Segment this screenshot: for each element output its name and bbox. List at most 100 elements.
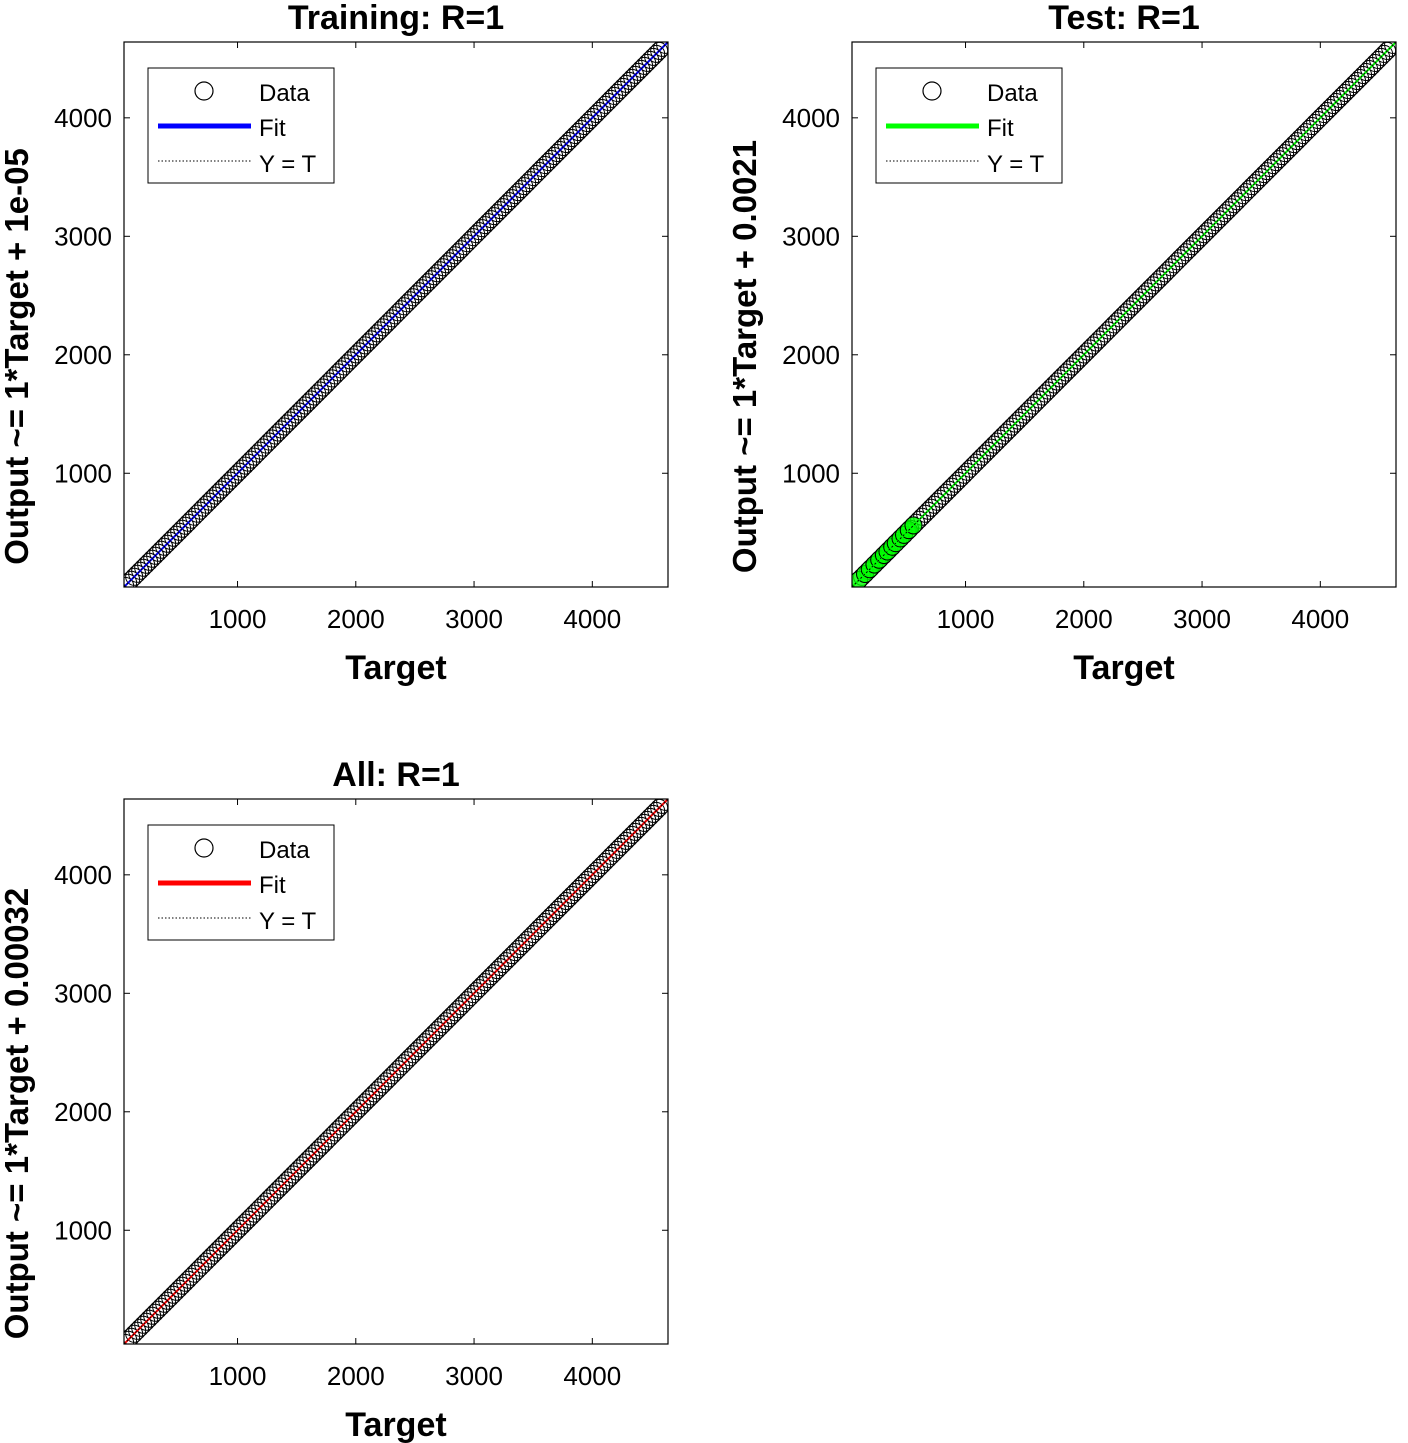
data-point bbox=[290, 1159, 309, 1178]
data-point bbox=[281, 411, 300, 430]
axes-box bbox=[123, 41, 669, 588]
data-point bbox=[1189, 231, 1208, 250]
data-point bbox=[140, 552, 159, 571]
data-point bbox=[1381, 42, 1396, 57]
data-point bbox=[428, 264, 447, 283]
data-point bbox=[431, 1018, 450, 1037]
data-point bbox=[215, 1234, 234, 1253]
data-point bbox=[1186, 234, 1205, 253]
data-point bbox=[500, 192, 519, 211]
data-point bbox=[413, 1036, 432, 1055]
y-axis-label: Output ~= 1*Target + 0.0021 bbox=[726, 140, 763, 573]
data-point bbox=[419, 273, 438, 292]
data-point bbox=[290, 402, 309, 421]
data-point bbox=[1009, 411, 1028, 430]
data-point bbox=[1120, 300, 1139, 319]
data-point bbox=[124, 1330, 138, 1344]
data-point bbox=[380, 312, 399, 331]
data-point bbox=[1333, 87, 1352, 105]
data-point bbox=[560, 889, 579, 907]
legend-marker-data bbox=[922, 81, 942, 101]
data-point bbox=[647, 801, 666, 820]
y-tick-label: 1000 bbox=[782, 458, 840, 488]
legend-label-identity: Y = T bbox=[259, 151, 316, 178]
data-point bbox=[1117, 303, 1136, 322]
data-point bbox=[131, 561, 150, 580]
data-point bbox=[170, 1279, 189, 1298]
data-point bbox=[473, 219, 492, 238]
data-point bbox=[467, 225, 486, 244]
data-point bbox=[1291, 129, 1310, 148]
data-point bbox=[955, 465, 974, 484]
data-point bbox=[218, 1231, 237, 1250]
data-point bbox=[1174, 246, 1193, 265]
data-point bbox=[206, 1243, 225, 1262]
y-tick-label: 3000 bbox=[54, 978, 112, 1008]
data-point bbox=[1024, 396, 1043, 415]
data-point bbox=[916, 504, 935, 523]
data-point bbox=[560, 132, 579, 150]
data-point bbox=[617, 74, 636, 93]
data-point bbox=[467, 982, 486, 1001]
chart-title: Training: R=1 bbox=[288, 0, 504, 37]
data-point bbox=[563, 885, 582, 904]
data-point bbox=[934, 486, 953, 505]
data-point bbox=[1183, 237, 1202, 256]
data-point bbox=[1336, 84, 1355, 102]
data-point bbox=[128, 1321, 147, 1340]
data-layer bbox=[852, 42, 1396, 587]
data-point bbox=[338, 1111, 357, 1130]
data-point bbox=[542, 150, 561, 169]
data-point bbox=[140, 1309, 159, 1328]
data-point bbox=[1153, 267, 1172, 286]
data-point bbox=[1276, 144, 1295, 163]
y-tick-label: 1000 bbox=[54, 1215, 112, 1245]
data-point bbox=[269, 1180, 288, 1199]
data-point bbox=[248, 1201, 267, 1220]
data-point bbox=[443, 1006, 462, 1025]
data-point bbox=[386, 1063, 405, 1082]
data-point bbox=[1366, 53, 1385, 72]
data-point bbox=[1048, 372, 1067, 391]
data-point bbox=[988, 432, 1007, 451]
data-point bbox=[299, 393, 318, 412]
data-point bbox=[179, 1270, 198, 1289]
data-point bbox=[311, 381, 330, 400]
data-point bbox=[371, 321, 390, 340]
data-point bbox=[461, 988, 480, 1007]
data-point bbox=[395, 297, 414, 316]
data-point bbox=[200, 492, 219, 511]
data-point bbox=[143, 1306, 162, 1325]
data-point bbox=[404, 288, 423, 307]
data-point bbox=[491, 958, 510, 977]
data-point bbox=[620, 71, 639, 90]
y-tick-label: 4000 bbox=[54, 860, 112, 890]
data-point bbox=[614, 77, 633, 96]
data-point bbox=[377, 315, 396, 334]
data-point bbox=[152, 1297, 171, 1316]
data-point bbox=[266, 426, 285, 445]
data-point bbox=[482, 967, 501, 986]
data-point bbox=[605, 86, 624, 105]
data-point bbox=[554, 138, 573, 157]
data-point bbox=[623, 68, 642, 87]
data-point bbox=[964, 456, 983, 475]
data-point bbox=[1102, 318, 1121, 337]
data-point bbox=[1195, 225, 1214, 244]
data-point bbox=[314, 1135, 333, 1154]
data-point bbox=[593, 98, 612, 117]
data-point bbox=[233, 459, 252, 478]
data-point bbox=[542, 907, 561, 926]
data-point bbox=[518, 931, 537, 950]
data-point bbox=[203, 1246, 222, 1265]
data-point bbox=[284, 408, 303, 427]
data-point bbox=[1246, 174, 1265, 193]
data-point bbox=[209, 1240, 228, 1259]
data-point bbox=[482, 210, 501, 229]
data-point bbox=[599, 849, 618, 868]
data-point bbox=[440, 252, 459, 271]
data-point bbox=[245, 1204, 264, 1223]
legend-label-identity: Y = T bbox=[259, 908, 316, 935]
data-point bbox=[1348, 71, 1367, 90]
